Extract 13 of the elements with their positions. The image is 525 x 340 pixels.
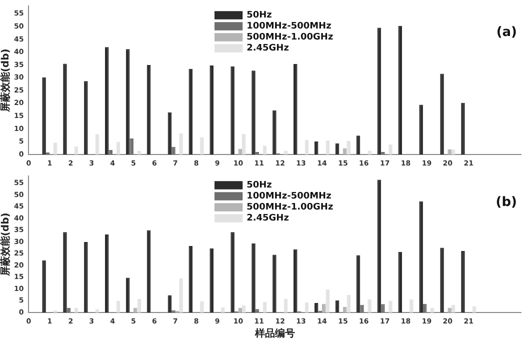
y-axis-title: 屏蔽效能(db) (0, 212, 12, 278)
legend-label: 2.45GHz (246, 214, 289, 224)
y-axis-title: 屏蔽效能(db) (0, 48, 12, 114)
legend-label: 50Hz (246, 180, 272, 191)
x-axis-title: 样品编号 (254, 328, 295, 340)
annotation: (b) (496, 195, 517, 210)
legend-label: 100MHz-500MHz (246, 22, 332, 32)
legend-label: 500MHz-1.00GHz (246, 202, 334, 213)
legend-label: 2.45GHz (246, 44, 289, 54)
legend-label: 100MHz-500MHz (246, 192, 332, 202)
legend-label: 500MHz-1.00GHz (246, 32, 334, 43)
legend-label: 50Hz (246, 10, 272, 21)
annotation: (a) (496, 25, 517, 40)
